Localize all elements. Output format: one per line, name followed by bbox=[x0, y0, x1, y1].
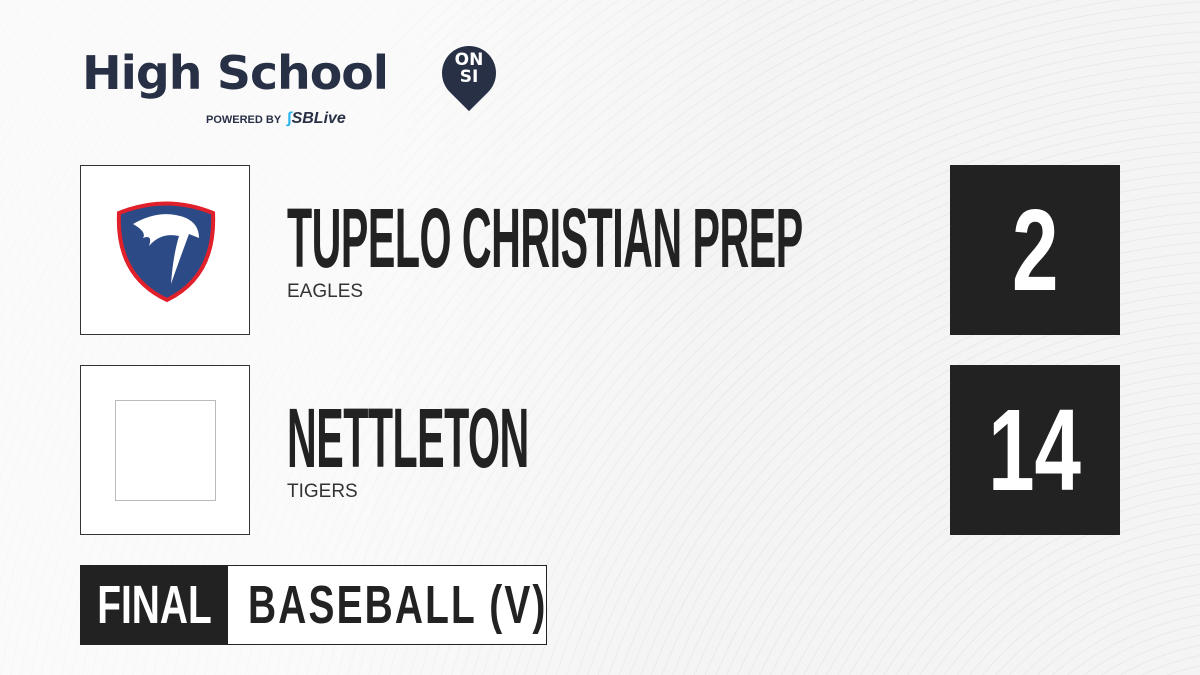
team-1-score-value: 2 bbox=[1011, 185, 1059, 315]
team-2-name: NETTLETON bbox=[287, 391, 529, 485]
team-1-mascot: EAGLES bbox=[287, 281, 364, 302]
sblive-logo: ∫SBLive bbox=[287, 110, 346, 127]
team-2-score: 14 bbox=[950, 365, 1120, 535]
logo-placeholder bbox=[115, 400, 216, 501]
team-1-name: TUPELO CHRISTIAN PREP bbox=[287, 191, 803, 285]
team-2-score-value: 14 bbox=[988, 385, 1082, 515]
status-label: FINAL bbox=[97, 575, 212, 635]
eagle-shield-icon bbox=[116, 201, 216, 303]
sport-label: BASEBALL (V) bbox=[228, 566, 664, 644]
powered-by-label: POWERED BY bbox=[206, 114, 282, 126]
status-badge: FINAL bbox=[81, 566, 228, 644]
pin-label: ON SI bbox=[454, 52, 484, 86]
team-1-logo bbox=[80, 165, 250, 335]
high-school-on-si-logo: High School ON SI POWERED BY ∫SBLive bbox=[82, 34, 508, 127]
team-1-score: 2 bbox=[950, 165, 1120, 335]
logo-title: High School bbox=[82, 46, 389, 100]
badge-top: ON bbox=[454, 50, 484, 70]
partner-name: SBLive bbox=[291, 110, 346, 127]
sblive-mark-icon: ∫ bbox=[287, 110, 292, 127]
team-2-logo bbox=[80, 365, 250, 535]
team-2-mascot: TIGERS bbox=[287, 481, 358, 502]
game-info-bar: FINAL BASEBALL (V) bbox=[80, 565, 547, 645]
powered-by: POWERED BY ∫SBLive bbox=[206, 110, 346, 128]
badge-bottom: SI bbox=[459, 67, 479, 87]
sport-text: BASEBALL (V) bbox=[248, 575, 548, 635]
